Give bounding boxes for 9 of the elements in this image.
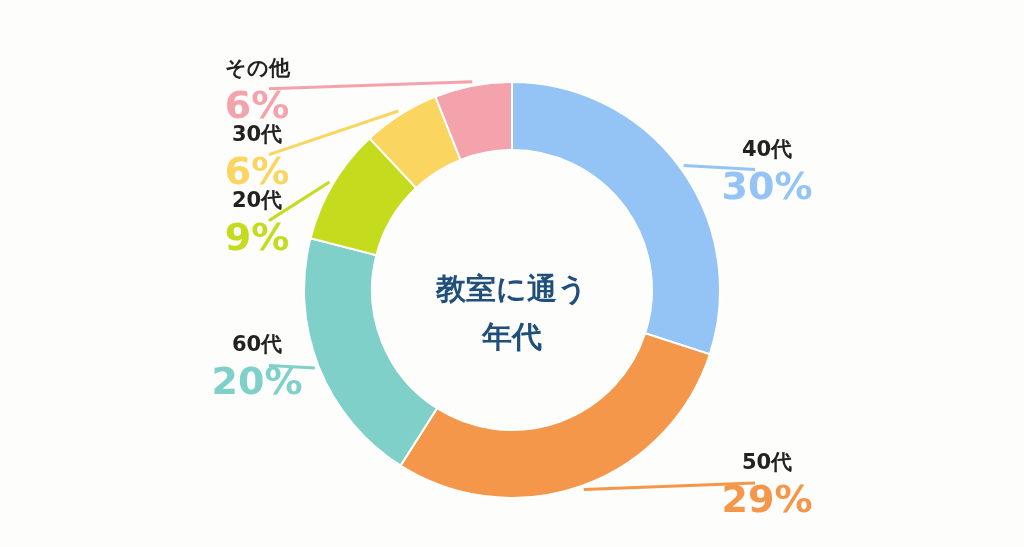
data-label: 29% (721, 476, 813, 521)
text: 教室に通う年代 (435, 271, 588, 354)
data-label: 30% (721, 163, 813, 208)
data-label: 20% (211, 359, 303, 404)
slice-label: 60代 (231, 332, 283, 357)
data-label: 9% (224, 214, 290, 259)
slice-label: 50代 (741, 449, 793, 474)
slice-label: 40代 (741, 136, 793, 161)
slice-label: その他 (224, 55, 291, 80)
